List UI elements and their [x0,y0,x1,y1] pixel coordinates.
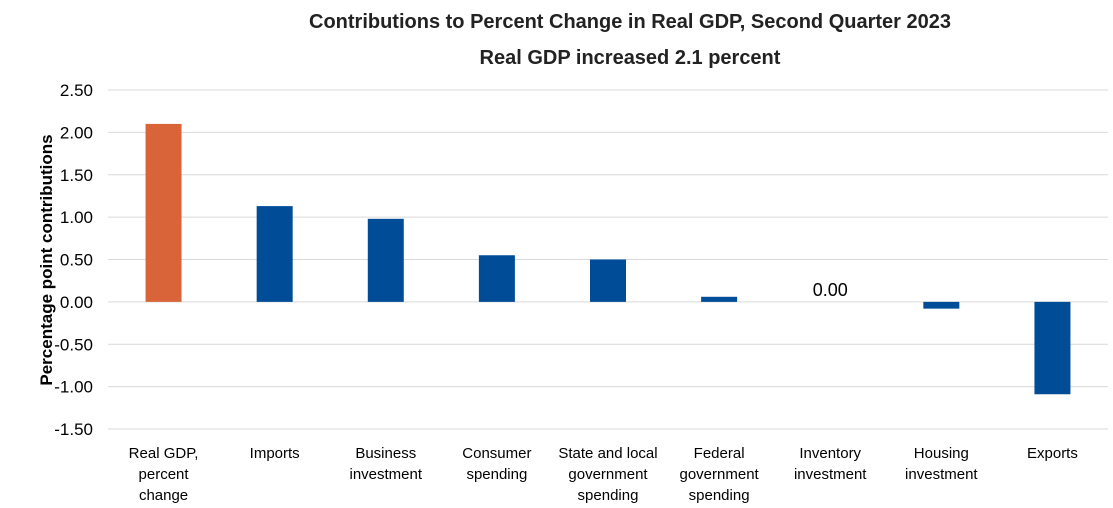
bar [478,255,515,302]
bar [923,301,960,309]
bar [1034,301,1071,395]
y-tick-label: 2.00 [60,123,93,142]
x-category-label: State and local government spending [558,445,657,504]
y-tick-label: 0.00 [60,293,93,312]
x-category-label: Real GDP, percent change [129,445,199,504]
category-labels: Real GDP, percent change Imports Business inv… [129,445,1078,504]
y-tick-label: -1.50 [54,420,93,439]
y-tick-label: -1.00 [54,378,93,397]
bar [367,218,404,302]
x-category-label: Exports [1027,445,1078,462]
x-category-label: Consumer spending [462,445,531,483]
data-labels: 0.00 [813,280,848,300]
chart-title: Contributions to Percent Change in Real … [309,11,951,33]
y-tick-label: 2.50 [60,81,93,100]
bar [701,296,738,302]
bar [590,259,626,302]
y-tick-label: 1.00 [60,208,93,227]
y-tick-label: 1.50 [60,166,93,185]
bar [256,206,293,302]
y-axis-ticks: 2.50 2.00 1.50 1.00 0.50 0.00 -0.50 -1.00 -1.50 [54,81,93,439]
y-tick-label: 0.50 [60,251,93,270]
y-tick-label: -0.50 [54,335,93,354]
y-axis-label: Percentage point contributions [37,134,56,385]
x-category-label: Inventory investment [794,445,867,483]
x-category-label: Business investment [350,445,423,483]
x-category-label: Housing investment [905,445,978,483]
data-label: 0.00 [813,280,848,300]
chart-subtitle: Real GDP increased 2.1 percent [480,47,781,69]
bars [145,123,1071,395]
bar [145,123,182,302]
x-category-label: Federal government spending [680,445,760,504]
x-category-label: Imports [250,445,300,462]
